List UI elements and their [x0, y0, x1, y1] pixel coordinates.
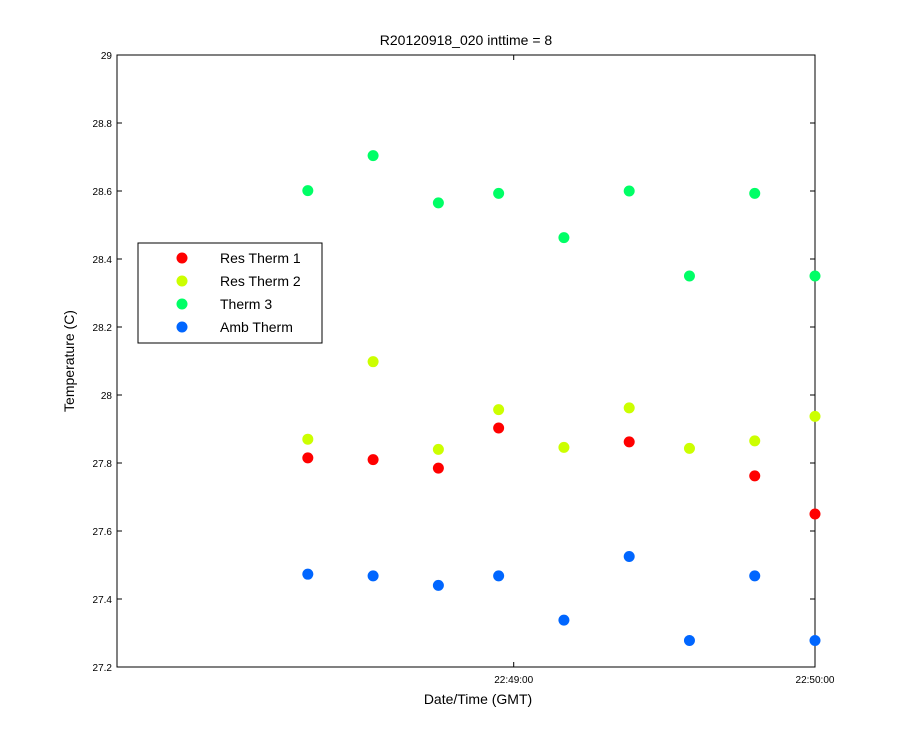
data-point [683, 270, 695, 282]
legend: Res Therm 1 Res Therm 2 Therm 3 Amb Therm [137, 242, 323, 344]
data-point [367, 356, 379, 368]
data-point [302, 185, 314, 197]
data-point [623, 185, 635, 197]
y-tick-label: 27.8 [93, 459, 113, 470]
y-tick-label: 27.4 [93, 595, 113, 606]
y-axis-title: Temperature (C) [61, 310, 77, 412]
data-point [623, 436, 635, 448]
data-point [302, 433, 314, 445]
legend-label: Amb Therm [220, 319, 293, 335]
series-res-therm-2 [302, 356, 821, 455]
data-point [558, 614, 570, 626]
legend-marker [176, 275, 188, 287]
plot-area [116, 54, 816, 668]
chart-title: R20120918_020 inttime = 8 [380, 32, 553, 48]
data-point [623, 402, 635, 414]
data-point [367, 570, 379, 582]
data-point [749, 470, 761, 482]
x-axis: 22:49:00 22:50:00 [494, 55, 835, 686]
data-points [302, 150, 821, 646]
series-amb-therm [302, 551, 821, 646]
y-tick-label: 29 [101, 51, 113, 62]
data-point [493, 422, 505, 434]
y-tick-label: 28.4 [93, 255, 113, 266]
legend-box [137, 242, 323, 344]
y-axis: 27.2 27.4 27.6 27.8 28 28.2 28.4 28.6 28.8 29 [93, 51, 815, 674]
x-tick-label: 22:50:00 [796, 675, 835, 686]
x-axis-title: Date/Time (GMT) [424, 691, 532, 707]
legend-marker [176, 321, 188, 333]
data-point [558, 441, 570, 453]
data-point [432, 197, 444, 209]
data-point [809, 634, 821, 646]
legend-label: Therm 3 [220, 296, 272, 312]
legend-marker [176, 298, 188, 310]
legend-label: Res Therm 1 [220, 250, 301, 266]
data-point [302, 452, 314, 464]
y-tick-label: 28.2 [93, 323, 113, 334]
data-point [493, 404, 505, 416]
data-point [809, 508, 821, 520]
x-tick-label: 22:49:00 [494, 675, 533, 686]
y-tick-label: 28.8 [93, 119, 113, 130]
data-point [432, 462, 444, 474]
data-point [749, 187, 761, 199]
data-point [809, 410, 821, 422]
data-point [367, 150, 379, 162]
y-tick-label: 27.2 [93, 663, 113, 674]
series-therm-3 [302, 150, 821, 282]
series-res-therm-1 [302, 422, 821, 520]
data-point [809, 270, 821, 282]
data-point [749, 570, 761, 582]
legend-label: Res Therm 2 [220, 273, 301, 289]
data-point [432, 579, 444, 591]
data-point [623, 551, 635, 562]
data-point [683, 442, 695, 454]
y-tick-label: 27.6 [93, 527, 113, 538]
data-point [683, 634, 695, 646]
legend-marker [176, 252, 188, 264]
data-point [558, 232, 570, 244]
data-point [749, 435, 761, 447]
data-point [302, 568, 314, 580]
data-point [493, 570, 505, 582]
data-point [367, 454, 379, 466]
data-point [493, 187, 505, 199]
data-point [432, 443, 444, 455]
y-tick-label: 28 [101, 391, 113, 402]
y-tick-label: 28.6 [93, 187, 113, 198]
